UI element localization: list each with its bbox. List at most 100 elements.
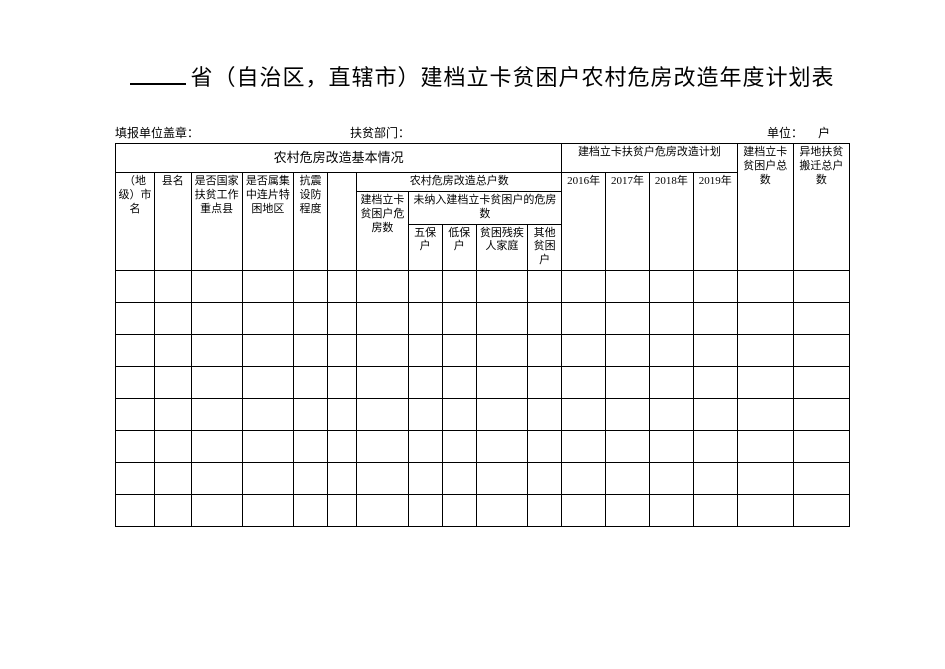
table-cell [737, 398, 793, 430]
table-cell [528, 270, 562, 302]
table-cell [328, 366, 357, 398]
table-cell [155, 366, 192, 398]
table-cell [191, 366, 242, 398]
table-cell [442, 366, 476, 398]
table-header: 农村危房改造基本情况 建档立卡扶贫户危房改造计划 建档立卡贫困户总数 异地扶贫搬… [116, 144, 850, 271]
table-cell [737, 366, 793, 398]
table-cell [693, 302, 737, 334]
table-cell [528, 430, 562, 462]
table-cell [528, 302, 562, 334]
meta-unit-value: 户 [818, 126, 830, 140]
table-row [116, 366, 850, 398]
table-cell [293, 334, 327, 366]
table-cell [242, 334, 293, 366]
table-cell [357, 302, 408, 334]
table-cell [606, 398, 650, 430]
table-cell [476, 462, 527, 494]
title-blank-underline [130, 65, 186, 85]
header-not-registered-danger: 未纳入建档立卡贫困户的危房数 [408, 192, 562, 225]
title-text: 省（自治区，直辖市）建档立卡贫困户农村危房改造年度计划表 [190, 60, 834, 92]
table-cell [293, 494, 327, 526]
table-cell [793, 302, 849, 334]
table-cell [649, 366, 693, 398]
header-y2016: 2016年 [562, 173, 606, 271]
table-cell [357, 494, 408, 526]
table-cell [155, 398, 192, 430]
table-cell [442, 494, 476, 526]
table-cell [242, 462, 293, 494]
meta-poverty-dept: 扶贫部门： [350, 124, 710, 141]
table-row [116, 398, 850, 430]
header-wubao: 五保户 [408, 224, 442, 270]
table-cell [528, 462, 562, 494]
table-cell [562, 270, 606, 302]
table-cell [442, 334, 476, 366]
table-cell [693, 270, 737, 302]
table-cell [408, 334, 442, 366]
table-cell [293, 462, 327, 494]
header-cluster-area: 是否属集中连片特困地区 [242, 173, 293, 271]
table-cell [606, 334, 650, 366]
header-y2019: 2019年 [693, 173, 737, 271]
table-cell [328, 430, 357, 462]
table-cell [242, 366, 293, 398]
table-cell [528, 494, 562, 526]
plan-table: 农村危房改造基本情况 建档立卡扶贫户危房改造计划 建档立卡贫困户总数 异地扶贫搬… [115, 143, 850, 527]
table-cell [649, 462, 693, 494]
header-disabled: 贫困残疾人家庭 [476, 224, 527, 270]
meta-unit-label: 单位： [767, 126, 803, 140]
table-cell [155, 302, 192, 334]
table-cell [328, 462, 357, 494]
table-cell [737, 430, 793, 462]
table-row [116, 302, 850, 334]
table-cell [242, 270, 293, 302]
table-cell [793, 462, 849, 494]
table-row [116, 270, 850, 302]
table-cell [116, 334, 155, 366]
table-cell [693, 494, 737, 526]
table-cell [116, 270, 155, 302]
table-cell [442, 270, 476, 302]
table-cell [328, 398, 357, 430]
table-cell [116, 366, 155, 398]
table-cell [649, 494, 693, 526]
header-plan: 建档立卡扶贫户危房改造计划 [562, 144, 738, 173]
table-cell [408, 462, 442, 494]
table-cell [116, 430, 155, 462]
table-cell [293, 398, 327, 430]
table-cell [191, 430, 242, 462]
table-cell [606, 366, 650, 398]
meta-row: 填报单位盖章： 扶贫部门： 单位： 户 [115, 124, 850, 141]
table-cell [476, 270, 527, 302]
table-cell [408, 366, 442, 398]
table-cell [328, 270, 357, 302]
table-cell [242, 302, 293, 334]
table-body [116, 270, 850, 526]
table-cell [476, 366, 527, 398]
table-cell [191, 398, 242, 430]
table-cell [606, 270, 650, 302]
header-basic-situation: 农村危房改造基本情况 [116, 144, 562, 173]
table-cell [328, 334, 357, 366]
table-cell [649, 398, 693, 430]
header-y2018: 2018年 [649, 173, 693, 271]
table-cell [191, 334, 242, 366]
table-cell [693, 398, 737, 430]
table-cell [562, 366, 606, 398]
table-cell [476, 398, 527, 430]
table-cell [476, 302, 527, 334]
table-cell [357, 270, 408, 302]
table-cell [606, 430, 650, 462]
table-cell [649, 270, 693, 302]
table-row [116, 494, 850, 526]
table-cell [242, 430, 293, 462]
header-registered-total: 建档立卡贫困户总数 [737, 144, 793, 271]
table-cell [328, 494, 357, 526]
table-cell [737, 494, 793, 526]
table-cell [476, 494, 527, 526]
table-cell [606, 494, 650, 526]
table-cell [606, 462, 650, 494]
table-cell [242, 494, 293, 526]
table-cell [408, 398, 442, 430]
table-cell [357, 366, 408, 398]
